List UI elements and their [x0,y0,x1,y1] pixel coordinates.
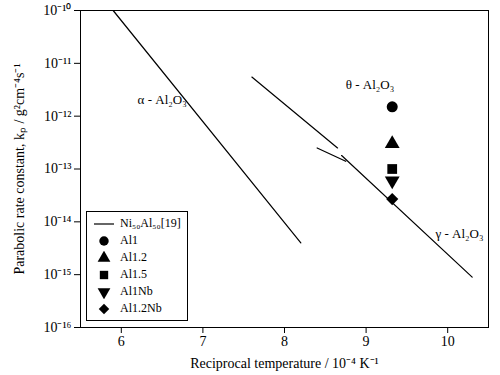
svg-text:10: 10 [441,334,455,349]
svg-text:θ - Al₂O₃: θ - Al₂O₃ [346,77,395,92]
html-text:Ni₅₀Al₅₀[19]: Ni₅₀Al₅₀[19] [120,216,181,230]
svg-text:10⁻¹²: 10⁻¹² [44,109,71,124]
svg-text:γ - Al₂O₃: γ - Al₂O₃ [434,226,483,241]
svg-text:Reciprocal temperature / 10⁻⁴: Reciprocal temperature / 10⁻⁴ K⁻¹ [190,356,379,371]
svg-text:7: 7 [199,334,206,349]
svg-text:10⁻¹⁵: 10⁻¹⁵ [43,267,71,282]
svg-text:6: 6 [118,334,125,349]
svg-text:Parabolic rate constant, kₚ /: Parabolic rate constant, kₚ / g²cm⁻⁴s⁻¹ [12,63,28,274]
svg-text:10⁻¹³: 10⁻¹³ [44,161,71,176]
svg-text:10⁻¹⁰: 10⁻¹⁰ [43,3,71,18]
html-text:Al1Nb: Al1Nb [120,284,153,298]
html-text:Al1.5: Al1.5 [120,267,147,281]
svg-text:10⁻¹⁶: 10⁻¹⁶ [43,320,71,335]
html-text:Al1: Al1 [120,233,138,247]
svg-text:10⁻¹¹: 10⁻¹¹ [44,56,71,71]
svg-text:8: 8 [281,334,288,349]
svg-text:9: 9 [363,334,370,349]
svg-text:10⁻¹⁴: 10⁻¹⁴ [43,214,71,229]
html-text:Al1.2: Al1.2 [120,250,147,264]
svg-text:α - Al₂O₃: α - Al₂O₃ [138,92,187,107]
html-text:Al1.2Nb: Al1.2Nb [120,301,162,315]
